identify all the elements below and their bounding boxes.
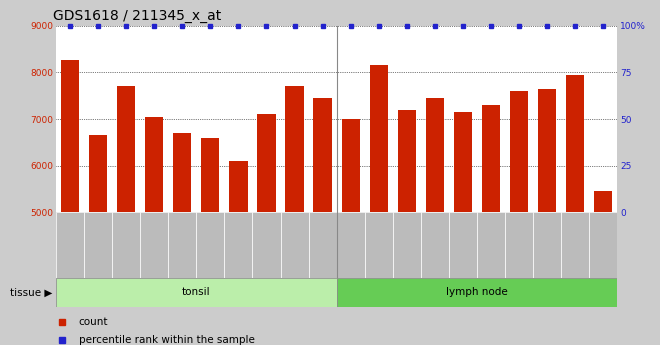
Bar	[229, 161, 248, 212]
Bar	[337, 212, 365, 278]
Bar	[257, 114, 276, 212]
Bar	[482, 105, 500, 212]
Bar	[89, 135, 108, 212]
Bar	[280, 212, 309, 278]
Bar	[224, 212, 252, 278]
Bar	[477, 212, 505, 278]
Text: tissue ▶: tissue ▶	[11, 287, 53, 297]
Bar	[173, 133, 191, 212]
Text: count: count	[79, 317, 108, 327]
Bar	[538, 89, 556, 212]
FancyBboxPatch shape	[337, 278, 617, 307]
Bar	[140, 212, 168, 278]
Bar	[505, 212, 533, 278]
Bar	[426, 98, 444, 212]
Bar	[61, 60, 79, 212]
Bar	[510, 91, 528, 212]
Bar	[309, 212, 337, 278]
Bar	[252, 212, 280, 278]
Bar	[168, 212, 197, 278]
Text: tonsil: tonsil	[182, 287, 211, 297]
Bar	[197, 212, 224, 278]
Bar	[393, 212, 421, 278]
Bar	[117, 86, 135, 212]
Bar	[594, 191, 612, 212]
Bar	[56, 212, 84, 278]
Bar	[201, 138, 220, 212]
Bar	[145, 117, 164, 212]
Bar	[112, 212, 140, 278]
Bar	[533, 212, 561, 278]
Bar	[370, 66, 388, 212]
Bar	[365, 212, 393, 278]
Bar	[561, 212, 589, 278]
Bar	[397, 110, 416, 212]
Bar	[453, 112, 472, 212]
Text: GDS1618 / 211345_x_at: GDS1618 / 211345_x_at	[53, 9, 222, 23]
Text: percentile rank within the sample: percentile rank within the sample	[79, 335, 254, 345]
Bar	[589, 212, 617, 278]
Bar	[84, 212, 112, 278]
Bar	[566, 75, 584, 212]
Bar	[421, 212, 449, 278]
FancyBboxPatch shape	[56, 278, 337, 307]
Text: lymph node: lymph node	[446, 287, 508, 297]
Bar	[285, 86, 304, 212]
Bar	[314, 98, 332, 212]
Bar	[341, 119, 360, 212]
Bar	[449, 212, 477, 278]
